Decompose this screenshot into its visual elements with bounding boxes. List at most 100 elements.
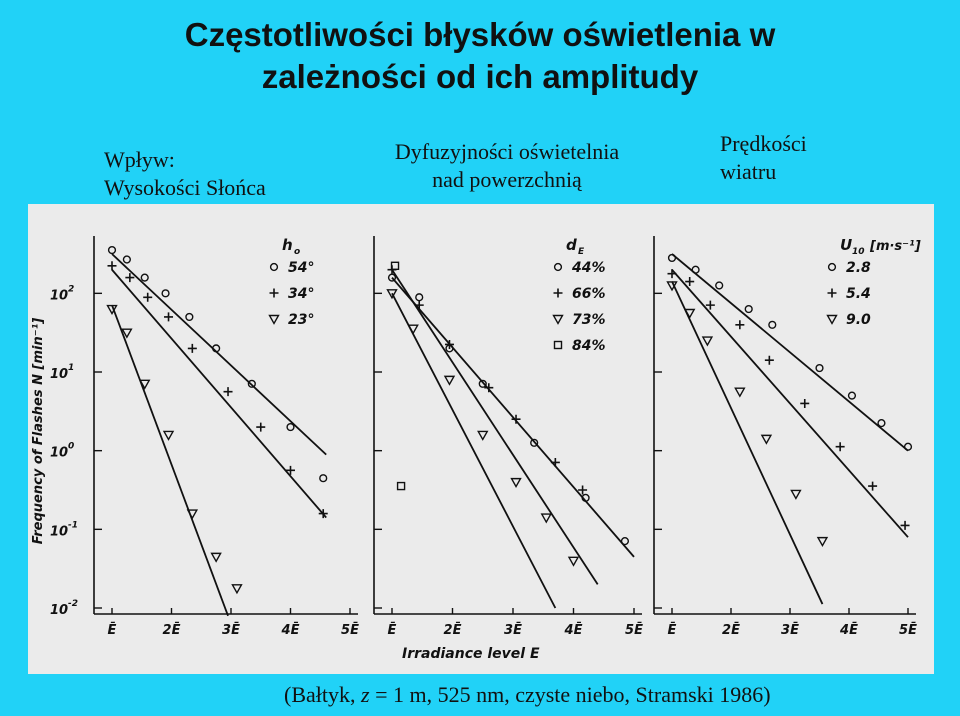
chart-2-data-point: [407, 324, 419, 335]
chart-2-data-point: [540, 513, 552, 524]
y-tick-label-exp: 1: [68, 363, 74, 373]
label-diffusion-line-1: Dyfuzyjności oświetelnia: [394, 139, 620, 164]
chart-3-data-point: [685, 277, 695, 287]
chart-1-data-point: [186, 509, 199, 520]
chart-1-x-tick-label: 4Ē: [281, 623, 300, 638]
chart-2-legend-title-sub: E: [578, 247, 585, 257]
y-tick-label-exp: 0: [68, 442, 74, 452]
label-sun-height: Wpływ: Wysokości Słońca: [104, 146, 266, 202]
chart-2-data-point: [511, 414, 521, 424]
chart-3-data-point: [691, 265, 700, 274]
chart-3-data-point: [684, 308, 696, 319]
chart-1-y-axis-label: Frequency of Flashes N [min⁻¹]: [31, 318, 46, 544]
chart-2-data-point: [478, 379, 487, 388]
slide-title: Częstotliwości błysków oświetlenia w zal…: [80, 14, 880, 98]
chart-1-data-point: [162, 430, 175, 441]
chart-2-data-point: [390, 261, 400, 270]
chart-1-data-point: [161, 289, 170, 298]
chart-3-data-point: [734, 387, 746, 398]
chart-1-data-point: [187, 343, 197, 353]
chart-1-data-point: [125, 273, 135, 283]
chart-2-x-tick-label: Ē: [388, 623, 397, 638]
chart-3-legend-marker: [827, 262, 837, 272]
chart-2-data-point: [550, 457, 560, 467]
chart-2-legend-label: 66%: [572, 286, 606, 302]
y-tick-label-base: 10: [50, 524, 68, 539]
chart-1-data-point: [212, 344, 221, 353]
chart-2-legend-title: d: [566, 236, 577, 254]
chart-1-x-tick-label: 5Ē: [341, 623, 359, 638]
chart-2-fit-line-2: [391, 269, 599, 585]
chart-2-data-point: [477, 430, 489, 441]
chart-1-data-point: [106, 304, 118, 315]
chart-1-fit-line-1: [111, 253, 327, 456]
chart-1-data-point: [223, 387, 233, 397]
chart-2-legend-marker: [553, 288, 563, 298]
chart-3-data-point: [835, 442, 845, 452]
chart-2-legend-label: 84%: [572, 338, 606, 354]
chart-1-legend-label: 34°: [288, 286, 314, 302]
chart-3-data-point: [667, 269, 677, 279]
chart-1-x-tick-label: 3Ē: [222, 623, 240, 638]
chart-2-legend-marker: [553, 262, 563, 272]
chart-3-data-point: [903, 442, 913, 451]
scanned-figure: 10 2 10 1 10 0 10 -1 10 -2 Ē 2Ē 3Ē 4Ē 5Ē Frequency of F…: [28, 204, 934, 674]
chart-3-legend-marker: [826, 314, 838, 325]
chart-2-data-point: [444, 339, 454, 349]
chart-3-data-point: [815, 363, 824, 373]
chart-3-legend-label: 9.0: [846, 312, 871, 328]
y-tick-label-base: 10: [50, 603, 68, 618]
label-diffusion: Dyfuzyjności oświetelnia nad powerzchnią: [372, 138, 642, 194]
y-tick-label-exp: -2: [68, 599, 78, 609]
chart-3-data-point: [760, 434, 773, 445]
y-tick-label-base: 10: [50, 446, 68, 461]
chart-1-data-point: [121, 328, 133, 339]
chart-2-data-point: [530, 438, 539, 447]
y-tick-label-base: 10: [50, 288, 68, 303]
chart-1-data-point: [256, 422, 266, 432]
chart-2-data-point: [386, 289, 398, 300]
chart-1-fit-line-3: [111, 304, 229, 617]
chart-2-x-axis-label: Irradiance level E: [402, 646, 540, 662]
chart-1-legend-marker: [268, 314, 280, 325]
chart-3-data-point: [705, 300, 715, 310]
chart-2-x-tick-label: 3Ē: [504, 623, 522, 638]
chart-2-legend-marker: [552, 314, 564, 325]
chart-3-data-point: [764, 355, 774, 365]
chart-2-data-point: [578, 485, 588, 495]
chart-2-data-point: [510, 477, 522, 489]
chart-3-legend-label: 5.4: [846, 286, 871, 302]
label-wind-line-2: wiatru: [720, 159, 777, 184]
title-line-2: zależności od ich amplitudy: [261, 58, 699, 95]
chart-1-legend-title: h: [282, 236, 293, 254]
label-influence: Wpływ:: [104, 147, 175, 172]
chart-2-x-tick-label: 2Ē: [444, 623, 462, 638]
chart-1-legend-title-sub: o: [294, 247, 300, 257]
chart-1-x-tick-label: 2Ē: [163, 623, 181, 638]
y-tick-label-base: 10: [50, 367, 68, 382]
chart-2-data-point: [567, 556, 580, 567]
chart-3-fit-line-3: [671, 281, 824, 605]
caption-suffix: = 1 m, 525 nm, czyste niebo, Stramski 19…: [369, 682, 771, 707]
chart-3-x-tick-label: 4Ē: [839, 623, 858, 638]
chart-1-data-point: [140, 273, 149, 282]
chart-3-legend-title: U: [840, 236, 852, 254]
chart-2-legend-label: 73%: [572, 312, 606, 328]
chart-2-data-point: [484, 383, 494, 393]
chart-3-x-tick-label: 2Ē: [722, 623, 740, 638]
chart-2-x-tick-label: 5Ē: [625, 623, 643, 638]
chart-1-data-point: [143, 292, 153, 302]
chart-2-data-point: [414, 300, 424, 310]
chart-3-data-point: [868, 481, 878, 491]
chart-3-data-point: [768, 320, 777, 329]
chart-2-data-point: [620, 537, 630, 546]
chart-1-x-tick-label: Ē: [108, 623, 117, 638]
chart-2-data-point: [415, 293, 424, 302]
y-tick-label-exp: -1: [68, 520, 78, 530]
chart-3-data-point: [701, 336, 714, 347]
chart-1-legend-label: 54°: [288, 260, 314, 276]
chart-2-fit-line-3: [391, 292, 557, 609]
chart-1-data-point: [247, 379, 256, 388]
title-line-1: Częstotliwości błysków oświetlenia w: [184, 16, 776, 53]
chart-3-data-point: [877, 419, 886, 428]
